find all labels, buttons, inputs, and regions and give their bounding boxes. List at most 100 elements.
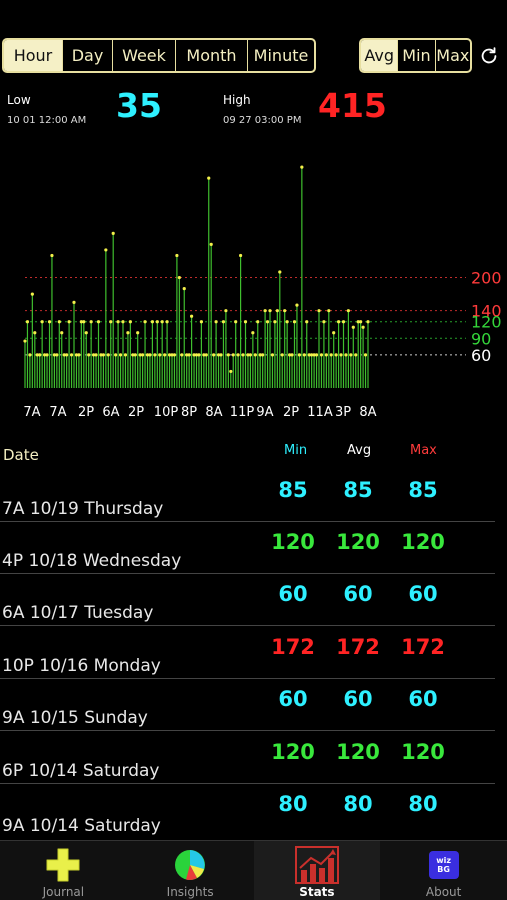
stat-selector: Avg Min Max xyxy=(359,38,472,73)
table-row[interactable]: 9A 10/15 Sunday 60 60 60 xyxy=(0,679,495,731)
tab-day[interactable]: Day xyxy=(62,40,112,71)
row-min: 120 xyxy=(271,530,315,554)
chart-point xyxy=(101,353,105,357)
chart-point xyxy=(302,353,306,357)
chart-point xyxy=(307,353,311,357)
tab-insights[interactable]: Insights xyxy=(127,841,254,900)
chart-point xyxy=(118,353,123,357)
chart-point xyxy=(295,303,299,307)
reference-line-label: 200 xyxy=(471,269,502,288)
chart-point xyxy=(214,320,218,324)
table-row[interactable]: 4P 10/18 Wednesday 120 120 120 xyxy=(0,522,495,574)
chart-point xyxy=(148,353,152,357)
x-tick-label: 11A xyxy=(307,405,333,420)
chart-point xyxy=(248,353,252,357)
tab-insights-label: Insights xyxy=(166,885,214,899)
chart-point xyxy=(258,353,262,357)
chart-point xyxy=(28,353,32,357)
chart-point xyxy=(241,353,245,357)
chart-point xyxy=(126,331,130,335)
chart-point xyxy=(170,353,174,357)
row-avg: 85 xyxy=(343,478,373,502)
chart-point xyxy=(180,353,184,357)
chart-point xyxy=(55,353,59,357)
table-row[interactable]: 10P 10/16 Monday 172 172 172 xyxy=(0,627,495,679)
table-row[interactable]: 6A 10/17 Tuesday 60 60 60 xyxy=(0,574,495,626)
chart-point xyxy=(253,353,257,357)
table-row[interactable]: 9A 10/14 Saturday 80 80 80 xyxy=(0,784,495,840)
table-row[interactable]: 6P 10/14 Saturday 120 120 120 xyxy=(0,732,495,784)
x-tick-label: 7A xyxy=(23,405,40,420)
tab-about[interactable]: wiz BG About xyxy=(380,841,507,900)
tab-hour[interactable]: Hour xyxy=(4,40,62,71)
low-value: 35 xyxy=(116,86,162,125)
table-row[interactable]: 7A 10/19 Thursday 85 85 85 xyxy=(0,470,495,522)
tab-min[interactable]: Min xyxy=(397,40,434,71)
chart-point xyxy=(182,286,186,291)
chart-point xyxy=(67,320,71,324)
row-max: 172 xyxy=(401,635,445,659)
chart-point xyxy=(123,353,128,357)
chart-point xyxy=(268,309,272,313)
chart-point xyxy=(87,353,91,357)
chart-point xyxy=(219,353,223,357)
x-tick-label: 11P xyxy=(230,405,255,420)
tab-journal-label: Journal xyxy=(42,885,85,899)
chart-point xyxy=(194,353,199,357)
chart-point xyxy=(153,353,157,357)
chart-point xyxy=(57,320,61,324)
chart-point xyxy=(133,353,137,357)
chart-point xyxy=(285,320,289,324)
chart-point xyxy=(310,353,314,357)
low-label: Low xyxy=(7,93,31,107)
tab-month[interactable]: Month xyxy=(175,40,247,71)
chart-point xyxy=(322,320,326,324)
tab-journal[interactable]: Journal xyxy=(0,841,127,900)
tab-stats-label: Stats xyxy=(299,885,335,899)
x-tick-label: 8A xyxy=(359,405,376,420)
row-date: 7A 10/19 Thursday xyxy=(2,499,164,519)
chart-point xyxy=(65,353,69,357)
chart-point xyxy=(300,165,304,169)
row-date: 9A 10/14 Saturday xyxy=(2,816,161,836)
chart-point xyxy=(243,320,248,324)
chart-point xyxy=(33,331,37,335)
refresh-icon[interactable] xyxy=(478,45,500,67)
chart-point xyxy=(224,309,228,313)
period-selector: Hour Day Week Month Minute xyxy=(2,38,316,73)
tab-max[interactable]: Max xyxy=(434,40,470,71)
chart-point xyxy=(209,242,213,247)
chart-point xyxy=(197,353,201,357)
chart-point xyxy=(175,253,179,258)
chart-point xyxy=(216,353,221,357)
bottom-tab-bar: Journal Insights Stats xyxy=(0,840,507,900)
chart-point xyxy=(229,369,233,374)
row-date: 6P 10/14 Saturday xyxy=(2,761,160,781)
tab-minute[interactable]: Minute xyxy=(247,40,314,71)
chart-point xyxy=(25,320,30,324)
chart-point xyxy=(190,314,194,318)
chart-point xyxy=(60,331,64,335)
chart-point xyxy=(305,320,309,324)
tab-week[interactable]: Week xyxy=(112,40,175,71)
x-tick-label: 8A xyxy=(205,405,222,420)
chart-point xyxy=(106,353,110,357)
tab-stats[interactable]: Stats xyxy=(253,841,381,900)
reference-line-label: 120 xyxy=(471,313,502,332)
chart-point xyxy=(185,353,189,357)
chart-point xyxy=(47,320,52,324)
chart-point xyxy=(145,353,150,357)
chart-point xyxy=(278,270,282,274)
chart-point xyxy=(346,309,350,313)
chart-point xyxy=(99,353,103,357)
chart-point xyxy=(92,353,96,357)
row-avg: 120 xyxy=(336,740,380,764)
chart-point xyxy=(231,353,235,357)
chart-point xyxy=(143,320,147,324)
row-max: 120 xyxy=(401,530,445,554)
row-max: 60 xyxy=(408,582,438,606)
chart-point xyxy=(30,292,34,296)
chart-point xyxy=(89,320,93,324)
tab-avg[interactable]: Avg xyxy=(361,40,398,71)
chart-point xyxy=(131,353,135,357)
